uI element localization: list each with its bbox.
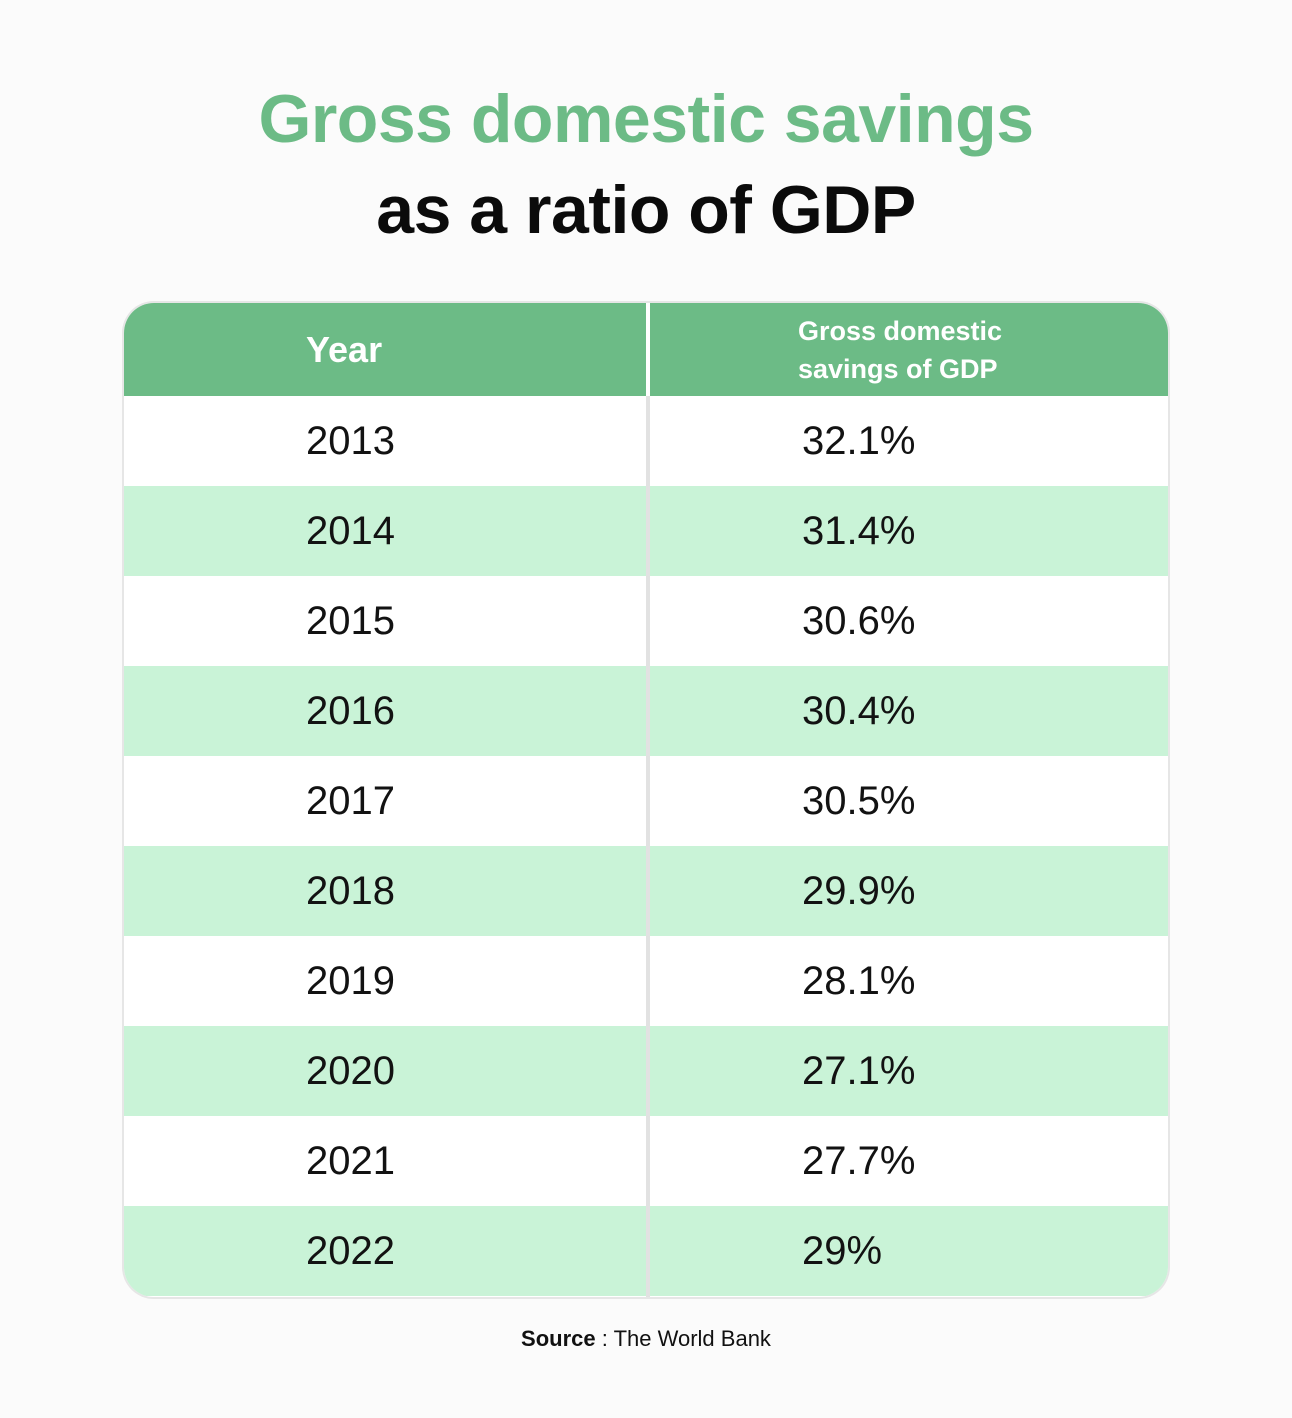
- data-table: 2013 32.1% 2014 31.4% 2015 30.6% 2016 30.4% 2017…: [124, 303, 1168, 1297]
- source-text: The World Bank: [613, 1326, 771, 1351]
- cell-savings-value: 29.9%: [802, 868, 916, 913]
- source-separator: :: [595, 1326, 614, 1351]
- cell-year: 2015: [306, 598, 395, 643]
- cell-year: 2021: [306, 1138, 395, 1183]
- source-note: Source : The World Bank: [0, 1326, 1292, 1352]
- cell-year: 2019: [306, 958, 395, 1003]
- cell-savings-value: 32.1%: [802, 418, 916, 463]
- cell-year: 2013: [306, 418, 395, 463]
- cell-savings-value: 28.1%: [802, 958, 916, 1003]
- header-year: Year: [306, 328, 383, 370]
- title-line-2: as a ratio of GDP: [376, 172, 916, 248]
- title-line-1: Gross domestic savings: [258, 81, 1034, 157]
- cell-year: 2018: [306, 868, 395, 913]
- cell-savings-value: 30.4%: [802, 688, 916, 733]
- cell-year: 2022: [306, 1228, 395, 1273]
- cell-year: 2016: [306, 688, 395, 733]
- chart-title: Gross domestic savings as a ratio of GDP: [0, 78, 1292, 260]
- cell-savings-value: 30.6%: [802, 598, 916, 643]
- column-divider: [646, 303, 650, 1297]
- table-row: 2017 30.5%: [124, 756, 1168, 846]
- cell-savings-value: 27.7%: [802, 1138, 916, 1183]
- cell-year: 2017: [306, 778, 395, 823]
- cell-savings-value: 27.1%: [802, 1048, 916, 1093]
- cell-savings-value: 31.4%: [802, 508, 916, 553]
- source-label: Source: [521, 1326, 596, 1351]
- header-divider: [646, 303, 650, 396]
- table-row: 2021 27.7%: [124, 1116, 1168, 1206]
- header-savings: Gross domestic savings of GDP: [798, 315, 1003, 384]
- cell-savings-value: 30.5%: [802, 778, 916, 823]
- table-row: 2013 32.1%: [124, 396, 1168, 486]
- cell-year: 2020: [306, 1048, 395, 1093]
- cell-savings-value: 29%: [802, 1228, 883, 1273]
- table-row: 2019 28.1%: [124, 936, 1168, 1026]
- cell-year: 2014: [306, 508, 395, 553]
- table-row: 2015 30.6%: [124, 576, 1168, 666]
